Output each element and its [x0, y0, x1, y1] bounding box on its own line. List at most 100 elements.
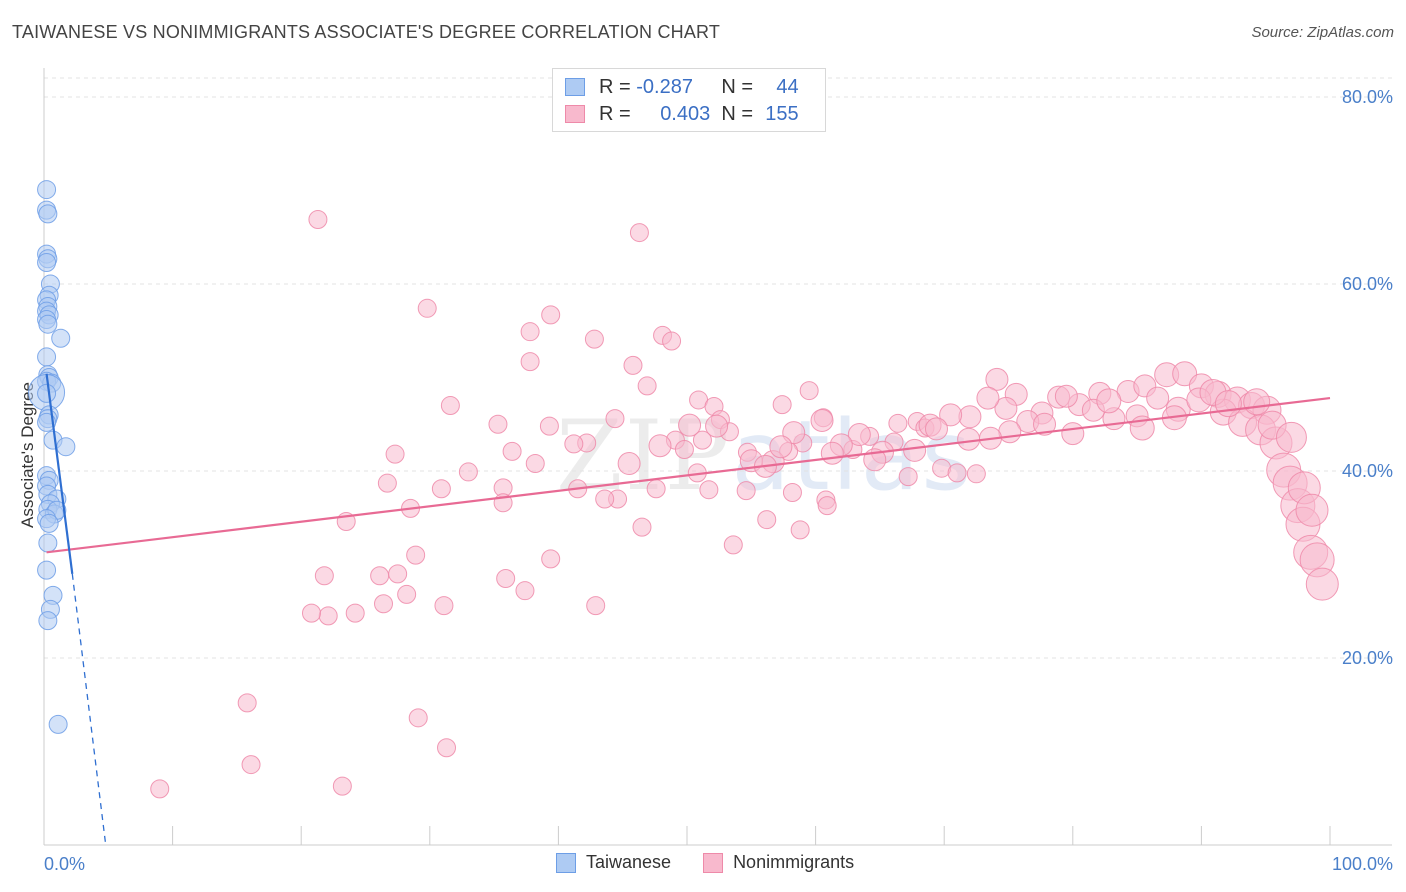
- taiwanese-legend-swatch: [556, 852, 576, 873]
- nonimmigrants-point: [237, 693, 257, 713]
- nonimmigrants-point: [1305, 567, 1339, 601]
- nonimmigrants-point: [1214, 390, 1242, 418]
- nonimmigrants-point: [617, 452, 641, 476]
- taiwanese-point: [37, 412, 57, 432]
- legend-label-nonimmigrants: Nonimmigrants: [733, 852, 855, 872]
- nonimmigrants-point: [488, 414, 508, 434]
- nonimmigrants-point: [431, 479, 451, 499]
- legend-label-taiwanese: Taiwanese: [586, 852, 672, 872]
- nonimmigrants-trend-line: [46, 396, 1331, 554]
- nonimmigrants-point: [648, 434, 672, 458]
- nonimmigrants-point: [629, 223, 649, 243]
- r-label: R =: [599, 75, 631, 98]
- nonimmigrants-point: [1146, 386, 1170, 410]
- nonimmigrants-point: [397, 584, 417, 604]
- nonimmigrants-point: [939, 403, 963, 427]
- nonimmigrants-point: [817, 496, 837, 516]
- taiwanese-point: [51, 328, 71, 348]
- y-tick-label: 80.0%: [1342, 87, 1393, 107]
- y-tick-label: 20.0%: [1342, 648, 1393, 668]
- nonimmigrants-point: [388, 564, 408, 584]
- nonimmigrants-point: [678, 413, 702, 437]
- nonimmigrants-point: [790, 520, 810, 540]
- y-tick-label: 60.0%: [1342, 274, 1393, 294]
- nonimmigrants-point: [1096, 388, 1122, 414]
- nonimmigrants-point: [1061, 422, 1085, 446]
- nonimmigrants-point: [520, 352, 540, 372]
- r-value: 0.403: [660, 102, 711, 125]
- nonimmigrants-point: [662, 331, 682, 351]
- nonimmigrants-point: [782, 483, 802, 503]
- legend-item-taiwanese[interactable]: Taiwanese: [556, 852, 671, 873]
- taiwanese-trend-extension: [71, 573, 107, 846]
- r-label: R =: [599, 102, 631, 125]
- taiwanese-swatch: [565, 78, 585, 96]
- nonimmigrants-point: [440, 396, 460, 416]
- nonimmigrants-point: [564, 434, 584, 454]
- taiwanese-point: [37, 252, 57, 272]
- nonimmigrants-point: [605, 409, 625, 429]
- nonimmigrants-point: [898, 467, 918, 487]
- taiwanese-point: [37, 560, 57, 580]
- legend-item-nonimmigrants[interactable]: Nonimmigrants: [703, 852, 854, 873]
- nonimmigrants-point: [1275, 421, 1307, 453]
- x-tick-label: 0.0%: [44, 854, 85, 874]
- n-label: N =: [721, 75, 754, 98]
- nonimmigrants-point: [958, 405, 982, 429]
- nonimmigrants-point: [632, 517, 652, 537]
- nonimmigrants-point: [541, 549, 561, 569]
- taiwanese-point: [56, 437, 76, 457]
- nonimmigrants-point: [314, 566, 334, 586]
- taiwanese-point: [38, 611, 58, 631]
- taiwanese-point: [38, 314, 58, 334]
- nonimmigrants-point: [374, 594, 394, 614]
- y-tick-label: 40.0%: [1342, 461, 1393, 481]
- r-value: -0.287: [636, 75, 693, 98]
- nonimmigrants-point: [458, 462, 478, 482]
- nonimmigrants-point: [525, 454, 545, 474]
- nonimmigrants-point: [769, 435, 793, 459]
- nonimmigrants-point: [345, 603, 365, 623]
- nonimmigrants-point: [966, 464, 986, 484]
- nonimmigrants-point: [318, 606, 338, 626]
- nonimmigrants-point: [957, 427, 981, 451]
- nonimmigrants-point: [810, 409, 834, 433]
- nonimmigrants-swatch: [565, 105, 585, 123]
- nonimmigrants-point: [637, 376, 657, 396]
- nonimmigrants-point: [408, 708, 428, 728]
- nonimmigrants-point: [1033, 412, 1057, 436]
- stats-legend-row-taiwanese: R = -0.287 N = 44: [565, 75, 799, 99]
- taiwanese-point: [37, 383, 57, 403]
- nonimmigrants-point: [1243, 388, 1271, 416]
- nonimmigrants-point: [308, 209, 328, 229]
- taiwanese-point: [37, 347, 57, 367]
- nonimmigrants-point: [998, 420, 1022, 444]
- nonimmigrants-point: [1295, 493, 1329, 527]
- nonimmigrants-point: [595, 489, 615, 509]
- nonimmigrants-point: [924, 417, 948, 441]
- taiwanese-point: [48, 714, 68, 734]
- n-value: 155: [765, 102, 799, 125]
- stats-legend-row-nonimmigrants: R = 0.403 N = 155: [565, 102, 799, 126]
- nonimmigrants-point: [541, 305, 561, 325]
- nonimmigrants-point: [434, 596, 454, 616]
- nonimmigrants-point: [301, 603, 321, 623]
- nonimmigrants-point: [623, 355, 643, 375]
- nonimmigrants-point: [539, 416, 559, 436]
- nonimmigrants-point: [515, 581, 535, 601]
- nonimmigrants-point: [994, 396, 1018, 420]
- nonimmigrants-point: [976, 386, 1000, 410]
- nonimmigrants-point: [757, 510, 777, 530]
- nonimmigrants-point: [736, 481, 756, 501]
- nonimmigrants-point: [947, 463, 967, 483]
- nonimmigrants-point: [903, 438, 927, 462]
- chart-source: Source: ZipAtlas.com: [1251, 24, 1394, 41]
- taiwanese-point: [39, 513, 59, 533]
- nonimmigrants-point: [385, 444, 405, 464]
- n-label: N =: [721, 102, 754, 125]
- nonimmigrants-point: [799, 381, 819, 401]
- nonimmigrants-point: [705, 414, 729, 438]
- nonimmigrants-point: [1054, 384, 1078, 408]
- nonimmigrants-point: [820, 441, 844, 465]
